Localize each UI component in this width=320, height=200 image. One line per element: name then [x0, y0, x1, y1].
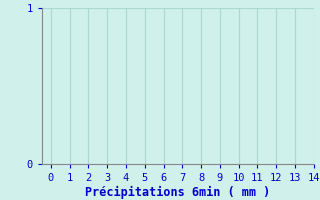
X-axis label: Précipitations 6min ( mm ): Précipitations 6min ( mm ): [85, 186, 270, 199]
